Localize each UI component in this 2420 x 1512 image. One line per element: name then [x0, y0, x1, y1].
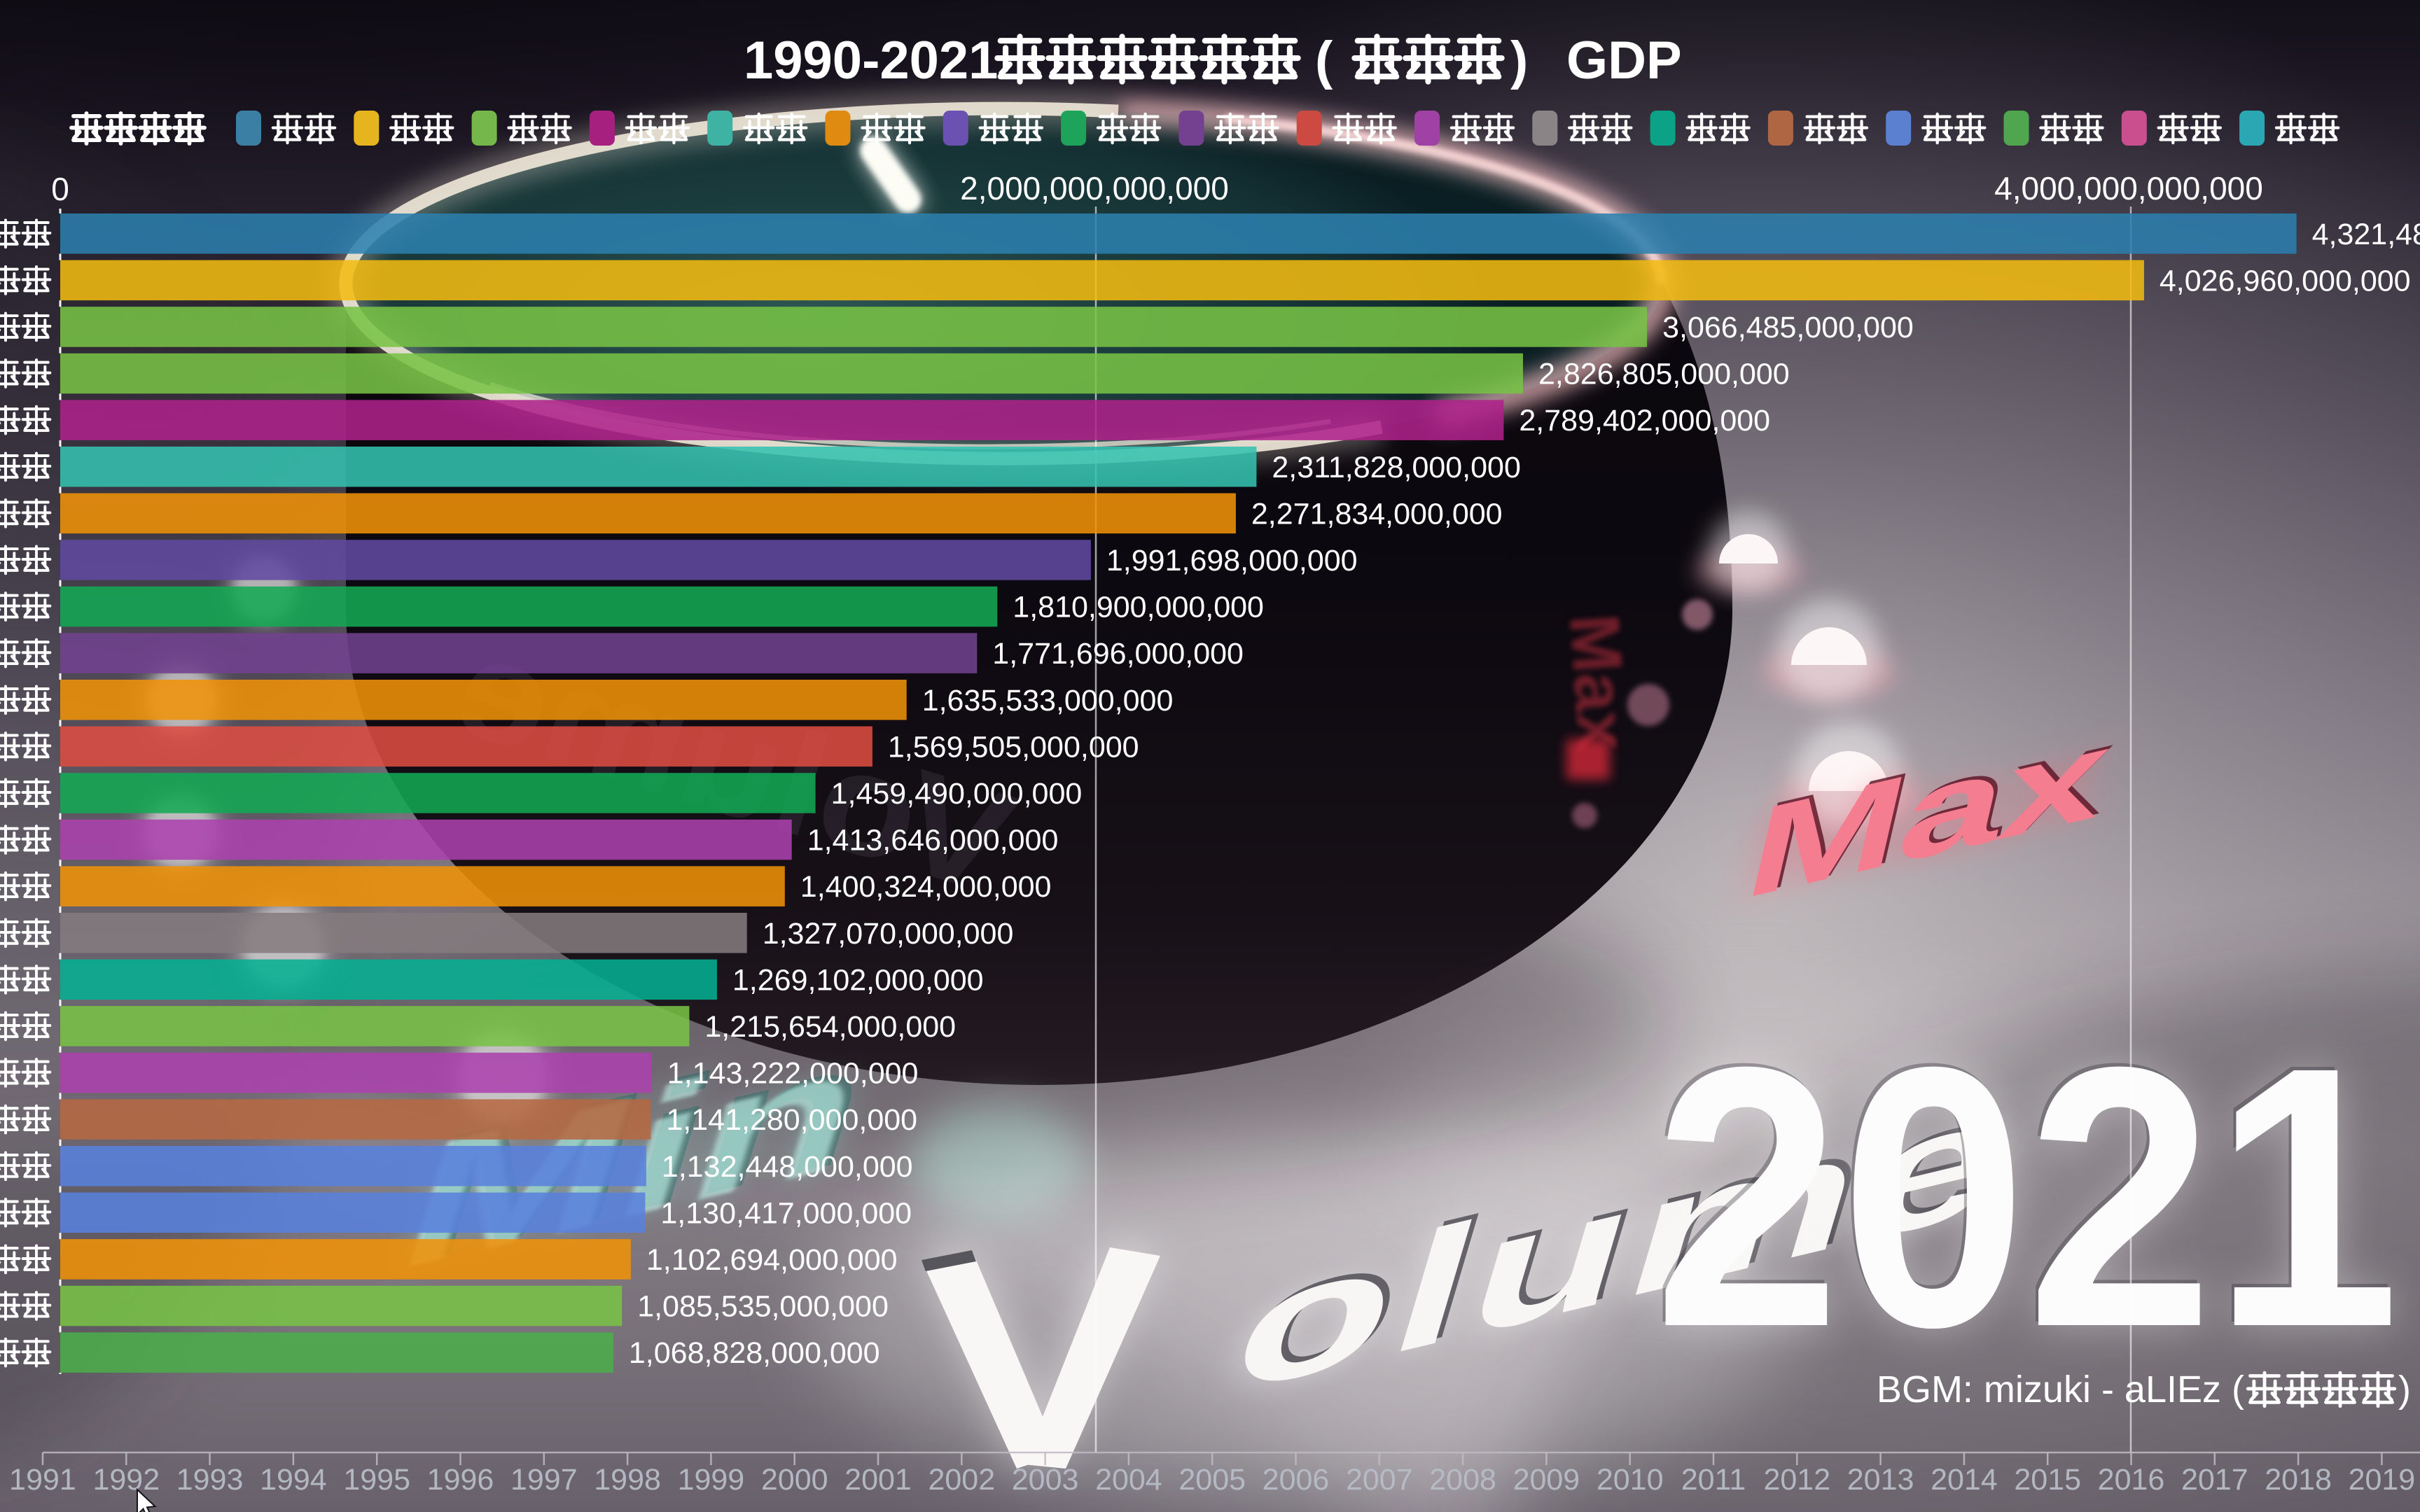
svg-text:4,026,960,000,000: 4,026,960,000,000	[2160, 264, 2411, 298]
svg-text:1,068,828,000,000: 1,068,828,000,000	[629, 1336, 880, 1370]
svg-text:2004: 2004	[1095, 1463, 1162, 1497]
svg-text:2021: 2021	[1654, 990, 2400, 1404]
svg-text:4,000,000,000,000: 4,000,000,000,000	[1994, 170, 2263, 206]
svg-text:1,102,694,000,000: 1,102,694,000,000	[646, 1243, 898, 1277]
svg-text:1997: 1997	[510, 1463, 578, 1497]
svg-text:1,569,505,000,000: 1,569,505,000,000	[888, 730, 1139, 764]
svg-text:(: (	[1315, 31, 1333, 90]
svg-text:1993: 1993	[176, 1463, 244, 1497]
svg-text:1,141,280,000,000: 1,141,280,000,000	[666, 1103, 917, 1137]
svg-text:Max: Max	[1555, 612, 1642, 753]
svg-text:2006: 2006	[1263, 1463, 1330, 1497]
svg-text:1,085,535,000,000: 1,085,535,000,000	[637, 1290, 889, 1324]
svg-text:1,810,900,000,000: 1,810,900,000,000	[1013, 591, 1264, 624]
svg-text:2016: 2016	[2098, 1463, 2165, 1497]
svg-text:2009: 2009	[1513, 1463, 1580, 1497]
svg-text:1995: 1995	[343, 1463, 410, 1497]
svg-text:2003: 2003	[1012, 1463, 1079, 1497]
svg-text:1,413,646,000,000: 1,413,646,000,000	[807, 824, 1059, 858]
svg-text:2005: 2005	[1178, 1463, 1246, 1497]
svg-text:4,321,485: 4,321,485	[2312, 218, 2420, 251]
svg-text:2,826,805,000,000: 2,826,805,000,000	[1538, 358, 1790, 391]
svg-text:2002: 2002	[928, 1463, 995, 1497]
svg-text:2018: 2018	[2265, 1463, 2332, 1497]
svg-text:1999: 1999	[678, 1463, 745, 1497]
svg-text:2,789,402,000,000: 2,789,402,000,000	[1519, 404, 1770, 438]
svg-text:2008: 2008	[1429, 1463, 1496, 1497]
svg-text:1994: 1994	[260, 1463, 327, 1497]
svg-text:GDP: GDP	[1566, 31, 1682, 90]
svg-text:1,215,654,000,000: 1,215,654,000,000	[704, 1010, 956, 1044]
svg-text:1,143,222,000,000: 1,143,222,000,000	[667, 1057, 919, 1091]
svg-text:2010: 2010	[1597, 1463, 1664, 1497]
svg-text:1,400,324,000,000: 1,400,324,000,000	[800, 870, 1052, 904]
svg-text:1990-2021: 1990-2021	[744, 31, 998, 90]
svg-text:1,269,102,000,000: 1,269,102,000,000	[732, 963, 984, 997]
svg-text:2011: 2011	[1681, 1463, 1746, 1497]
svg-text:1,991,698,000,000: 1,991,698,000,000	[1106, 544, 1358, 578]
svg-text:1991: 1991	[9, 1463, 76, 1497]
svg-text:1,771,696,000,000: 1,771,696,000,000	[992, 637, 1244, 671]
svg-text:1,635,533,000,000: 1,635,533,000,000	[922, 684, 1174, 718]
svg-text:2019: 2019	[2349, 1463, 2416, 1497]
svg-text:2012: 2012	[1763, 1463, 1830, 1497]
svg-text:2,000,000,000,000: 2,000,000,000,000	[960, 170, 1229, 206]
svg-text:2013: 2013	[1847, 1463, 1914, 1497]
svg-text:0: 0	[51, 171, 69, 207]
svg-text:): )	[2398, 1368, 2411, 1410]
svg-text:2021: 2021	[1654, 990, 2400, 1404]
svg-text:2000: 2000	[761, 1463, 828, 1497]
svg-text:1,130,417,000,000: 1,130,417,000,000	[660, 1196, 912, 1230]
svg-text:1,459,490,000,000: 1,459,490,000,000	[831, 777, 1083, 811]
svg-text:2001: 2001	[844, 1463, 912, 1497]
svg-text:2,311,828,000,000: 2,311,828,000,000	[1272, 451, 1520, 484]
svg-text:1,327,070,000,000: 1,327,070,000,000	[763, 917, 1014, 951]
svg-text:1996: 1996	[427, 1463, 494, 1497]
svg-text:2014: 2014	[1931, 1463, 1998, 1497]
svg-text:BGM: mizuki - aLIEz (: BGM: mizuki - aLIEz (	[1877, 1368, 2244, 1410]
svg-text:): )	[1510, 31, 1528, 90]
svg-text:2007: 2007	[1346, 1463, 1413, 1497]
svg-text:1,132,448,000,000: 1,132,448,000,000	[662, 1150, 913, 1184]
svg-text:2021: 2021	[1651, 987, 2397, 1401]
svg-text:2015: 2015	[2014, 1463, 2081, 1497]
svg-text:1998: 1998	[594, 1463, 661, 1497]
svg-text:3,066,485,000,000: 3,066,485,000,000	[1662, 311, 1914, 344]
svg-text:1992: 1992	[92, 1463, 160, 1497]
svg-text:2017: 2017	[2181, 1463, 2248, 1497]
svg-text:2,271,834,000,000: 2,271,834,000,000	[1251, 497, 1503, 531]
